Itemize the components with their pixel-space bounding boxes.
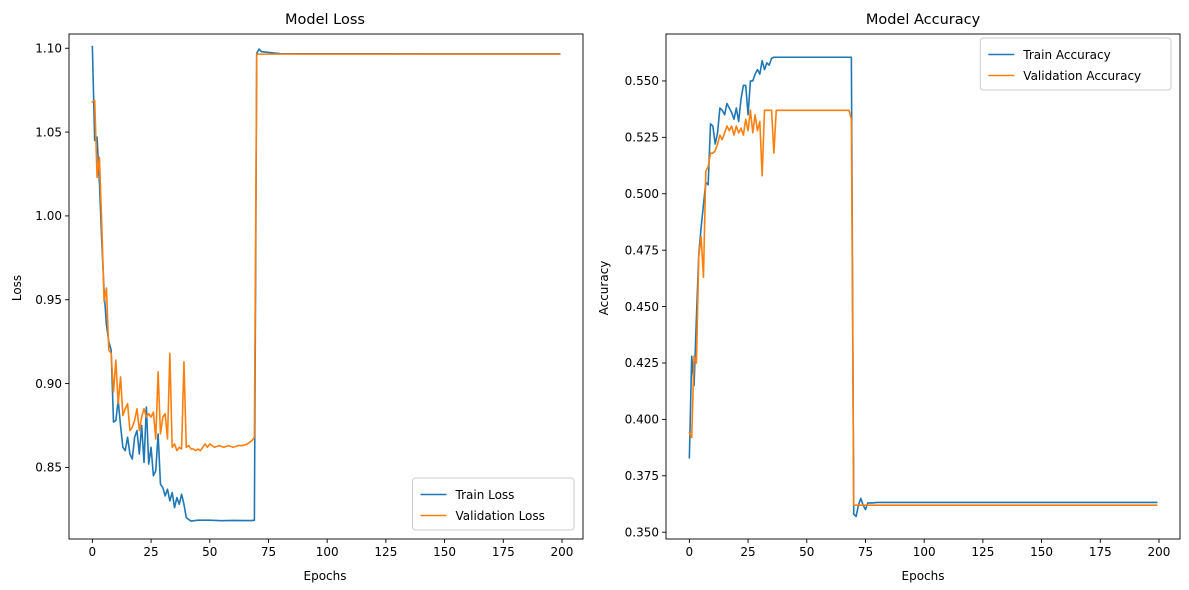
loss-legend-box — [412, 477, 575, 531]
accuracy-series-line-2 — [688, 109, 1158, 506]
loss-y-tick-label: 1.05 — [35, 125, 62, 139]
loss-chart-title: Model Loss — [285, 12, 365, 28]
loss-x-tick-label: 150 — [433, 545, 456, 559]
loss-x-tick-label: 200 — [551, 545, 574, 559]
accuracy-x-tick-label: 175 — [1089, 545, 1112, 559]
accuracy-x-tick-label: 50 — [799, 545, 814, 559]
accuracy-x-tick-label: 125 — [971, 545, 994, 559]
accuracy-series-line-1 — [688, 56, 1158, 518]
accuracy-legend-label-1: Train Accuracy — [1022, 48, 1110, 62]
loss-chart-ylabel: Loss — [10, 275, 24, 301]
accuracy-axes-frame — [665, 33, 1181, 540]
accuracy-legend-box — [979, 37, 1172, 91]
accuracy-x-tick-label: 75 — [858, 545, 873, 559]
accuracy-chart-title: Model Accuracy — [866, 12, 981, 28]
loss-chart-legend: Train Loss Validation Loss — [412, 477, 575, 531]
loss-x-tick-label: 175 — [492, 545, 515, 559]
loss-axes-frame — [68, 33, 584, 540]
loss-y-tick-label: 1.10 — [35, 41, 62, 55]
loss-x-tick-label: 75 — [261, 545, 276, 559]
accuracy-y-tick-label: 0.450 — [625, 300, 659, 314]
loss-x-tick-label: 125 — [374, 545, 397, 559]
loss-legend-label-1: Train Loss — [455, 488, 515, 502]
accuracy-y-tick-label: 0.500 — [625, 187, 659, 201]
accuracy-y-tick-label: 0.425 — [625, 356, 659, 370]
loss-y-tick-label: 0.90 — [35, 377, 62, 391]
accuracy-y-tick-label: 0.350 — [625, 525, 659, 539]
accuracy-chart-legend: Train Accuracy Validation Accuracy — [979, 37, 1172, 91]
accuracy-y-tick-label: 0.550 — [625, 74, 659, 88]
accuracy-y-tick-label: 0.475 — [625, 243, 659, 257]
loss-x-tick-label: 100 — [316, 545, 339, 559]
loss-y-tick-label: 0.95 — [35, 293, 62, 307]
loss-series-line-2 — [91, 53, 561, 452]
loss-y-tick-label: 0.85 — [35, 461, 62, 475]
loss-x-tick-label: 50 — [202, 545, 217, 559]
loss-x-tick-label: 25 — [143, 545, 158, 559]
loss-x-tick-label: 0 — [89, 545, 97, 559]
accuracy-chart-plot-area: 0 25 50 75 100 125 150 175 200 0.350 0.375 0.400 0.4… — [625, 33, 1181, 559]
accuracy-y-tick-label: 0.525 — [625, 131, 659, 145]
accuracy-chart: Model Accuracy Epochs Accuracy 0 25 50 75 10… — [597, 12, 1181, 583]
accuracy-y-tick-label: 0.400 — [625, 413, 659, 427]
loss-legend-label-2: Validation Loss — [456, 509, 545, 523]
loss-chart: Model Loss Epochs Loss 0 25 50 75 100 125 150 1… — [10, 12, 584, 583]
accuracy-x-tick-label: 0 — [686, 545, 694, 559]
loss-series-line-1 — [91, 45, 561, 522]
accuracy-chart-xlabel: Epochs — [902, 569, 945, 583]
accuracy-x-tick-label: 25 — [740, 545, 755, 559]
accuracy-legend-label-2: Validation Accuracy — [1023, 69, 1141, 83]
accuracy-y-tick-label: 0.375 — [625, 469, 659, 483]
loss-y-tick-label: 1.00 — [35, 209, 62, 223]
accuracy-x-tick-label: 100 — [913, 545, 936, 559]
accuracy-x-tick-label: 200 — [1148, 545, 1171, 559]
accuracy-x-tick-label: 150 — [1030, 545, 1053, 559]
accuracy-chart-ylabel: Accuracy — [597, 261, 611, 316]
loss-chart-xlabel: Epochs — [304, 569, 347, 583]
loss-chart-plot-area: 0 25 50 75 100 125 150 175 200 0.85 0.90 0.95 1.00 1.… — [35, 33, 584, 559]
